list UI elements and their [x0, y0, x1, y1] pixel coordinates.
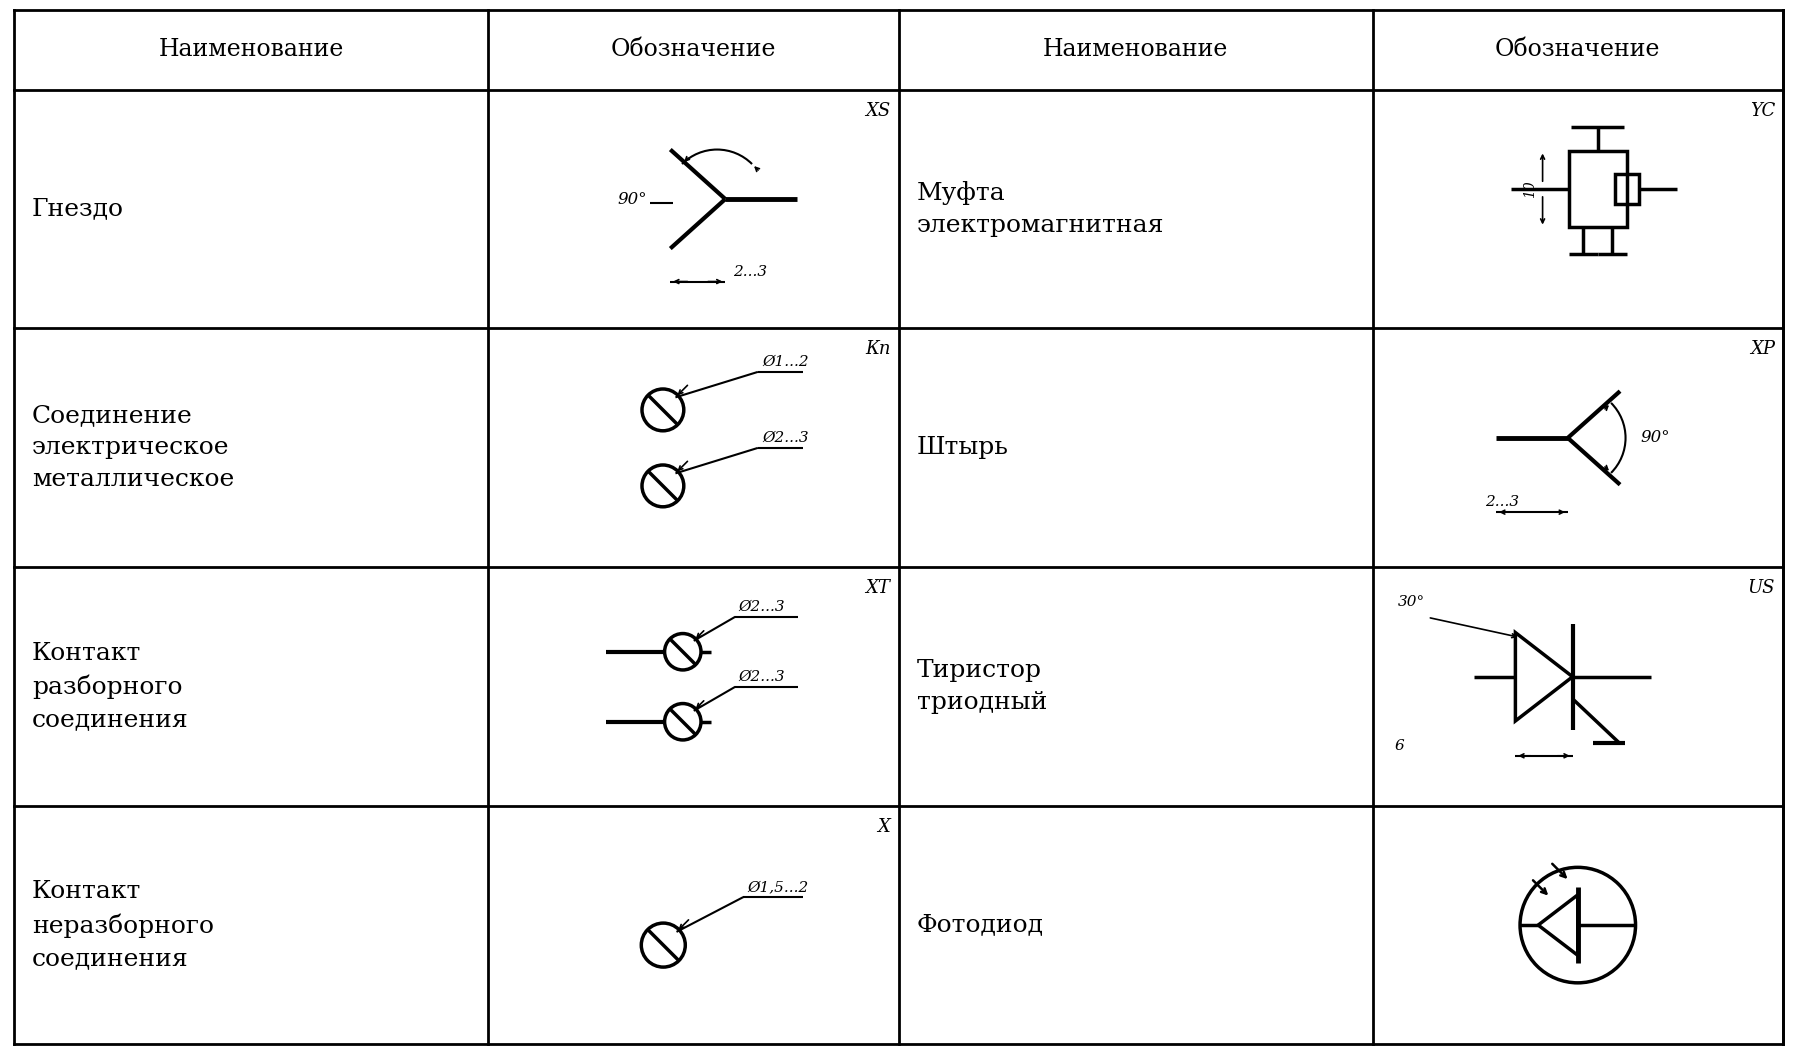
Text: 6: 6 — [1394, 739, 1403, 753]
Text: 90°: 90° — [1641, 429, 1669, 447]
Text: 2...3: 2...3 — [1486, 495, 1520, 509]
Text: Ø2...3: Ø2...3 — [739, 669, 785, 684]
Text: Гнездо: Гнездо — [32, 197, 124, 220]
Bar — [1569, 151, 1626, 228]
Text: Ø1,5...2: Ø1,5...2 — [748, 880, 809, 894]
Text: Контакт
разборного
соединения: Контакт разборного соединения — [32, 642, 189, 731]
Text: Обозначение: Обозначение — [611, 38, 776, 61]
Text: X: X — [877, 818, 891, 836]
Bar — [1614, 175, 1639, 203]
Text: Наименование: Наименование — [1042, 38, 1227, 61]
Text: Муфта
электромагнитная: Муфта электромагнитная — [916, 181, 1164, 237]
Text: Ø2...3: Ø2...3 — [762, 431, 809, 445]
Text: XP: XP — [1750, 340, 1775, 358]
Text: XT: XT — [866, 580, 891, 598]
Text: Обозначение: Обозначение — [1495, 38, 1660, 61]
Text: 30°: 30° — [1398, 596, 1425, 609]
Text: Соединение
электрическое
металлическое: Соединение электрическое металлическое — [32, 405, 234, 491]
Text: Наименование: Наименование — [158, 38, 343, 61]
Text: 2...3: 2...3 — [733, 265, 767, 278]
Text: US: US — [1747, 580, 1775, 598]
Text: Контакт
неразборного
соединения: Контакт неразборного соединения — [32, 880, 214, 970]
Text: 90°: 90° — [618, 191, 647, 208]
Text: Штырь: Штырь — [916, 436, 1008, 460]
Text: Кп: Кп — [864, 340, 891, 358]
Text: YC: YC — [1750, 101, 1775, 119]
Text: 10: 10 — [1522, 180, 1536, 198]
Text: Ø1...2: Ø1...2 — [762, 355, 809, 369]
Text: Тиристор
триодный: Тиристор триодный — [916, 659, 1048, 715]
Text: XS: XS — [864, 101, 891, 119]
Text: Фотодиод: Фотодиод — [916, 914, 1044, 937]
Text: Ø2...3: Ø2...3 — [739, 600, 785, 613]
